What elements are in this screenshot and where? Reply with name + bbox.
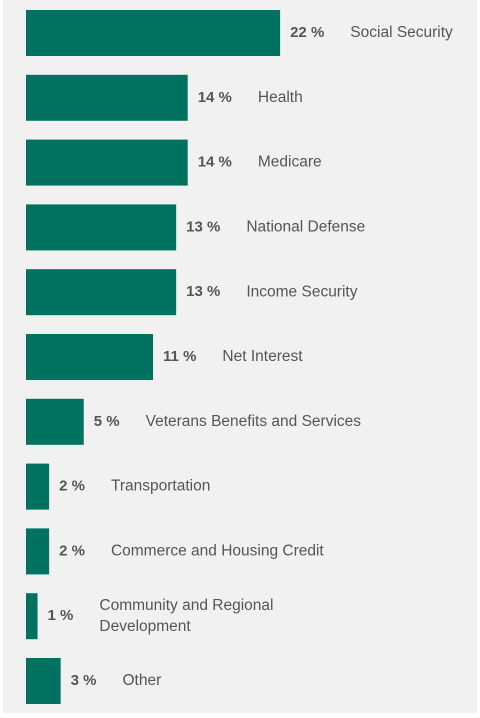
bar-value-label: 13 % xyxy=(186,218,220,235)
bar-value-label: 11 % xyxy=(163,348,196,365)
bar-value-label: 3 % xyxy=(71,672,97,689)
category-label: Net Interest xyxy=(222,348,303,365)
category-label-line: Health xyxy=(258,89,303,106)
category-label: Medicare xyxy=(258,154,322,171)
category-label-line: National Defense xyxy=(246,218,365,235)
bar-value-label: 2 % xyxy=(59,542,85,559)
category-label: Social Security xyxy=(350,24,453,41)
category-label-line: Net Interest xyxy=(222,348,303,365)
bar xyxy=(26,398,84,445)
category-label-line: Income Security xyxy=(246,283,357,300)
bar-chart: 22 % Social Security 14 % Health 14 % Medicar… xyxy=(26,10,453,704)
chart-panel: 22 % Social Security 14 % Health 14 % Medicar… xyxy=(3,0,477,713)
category-label: Commerce and Housing Credit xyxy=(111,542,324,559)
bar xyxy=(26,269,177,316)
category-label-line: Veterans Benefits and Services xyxy=(146,413,362,430)
bar-value-label: 14 % xyxy=(198,89,232,106)
bar xyxy=(26,528,50,575)
bar xyxy=(26,334,154,380)
category-label: Transportation xyxy=(111,478,210,495)
category-label-line: Social Security xyxy=(350,24,453,41)
bar-value-label: 5 % xyxy=(94,413,120,430)
bar xyxy=(26,74,188,121)
category-label-line: Commerce and Housing Credit xyxy=(111,542,324,559)
bar xyxy=(26,10,281,56)
bar-value-label: 1 % xyxy=(48,607,74,624)
category-label-line: Community and Regional xyxy=(99,597,273,614)
category-label: Other xyxy=(123,672,162,689)
category-label: Veterans Benefits and Services xyxy=(146,413,362,430)
bar-value-label: 14 % xyxy=(198,154,232,171)
bar xyxy=(26,658,61,704)
category-label: Health xyxy=(258,89,303,106)
bar xyxy=(26,204,177,251)
bar xyxy=(26,593,38,640)
category-label-line: Medicare xyxy=(258,154,322,171)
category-label-line: Development xyxy=(99,618,191,635)
bar-value-label: 22 % xyxy=(290,24,324,41)
category-label: National Defense xyxy=(246,218,365,235)
category-label-line: Transportation xyxy=(111,478,210,495)
bar xyxy=(26,139,188,186)
category-label-line: Other xyxy=(123,672,162,689)
category-label: Income Security xyxy=(246,283,357,300)
category-label: Community and Regional Development xyxy=(99,597,273,635)
bar xyxy=(26,463,50,510)
bar-value-label: 2 % xyxy=(59,478,85,495)
bar-value-label: 13 % xyxy=(186,283,220,300)
